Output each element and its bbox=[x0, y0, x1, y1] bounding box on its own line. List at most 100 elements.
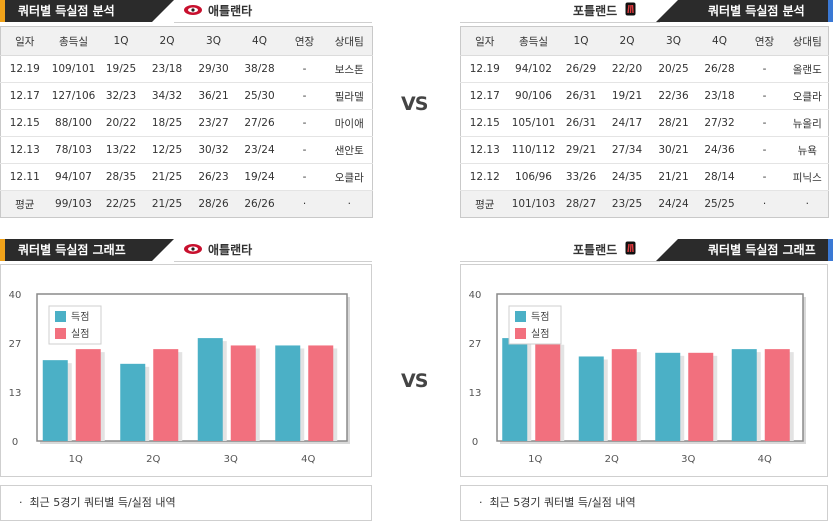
table-cell: 26/26 bbox=[236, 190, 283, 218]
table-cell: 105/101 bbox=[508, 109, 559, 137]
table-header-row: 일자 총득실 1Q 2Q 3Q 4Q 연장 상대팀 bbox=[0, 26, 373, 56]
legend-swatch bbox=[515, 328, 526, 339]
column-header: 상대팀 bbox=[326, 26, 373, 56]
legend-label: 득점 bbox=[71, 311, 89, 323]
table-cell: 27/26 bbox=[236, 109, 283, 137]
table-cell: 94/107 bbox=[48, 163, 99, 191]
table-cell: 13/22 bbox=[98, 136, 144, 164]
bar-scored bbox=[655, 352, 681, 441]
table-cell: 24/36 bbox=[696, 136, 743, 164]
x-tick-label: 4Q bbox=[758, 454, 772, 465]
table-row: 12.17 127/106 32/23 34/32 36/21 25/30- 필라델 bbox=[0, 82, 373, 110]
table-cell: 26/31 bbox=[558, 109, 604, 137]
table-cell: 12.17 bbox=[0, 82, 49, 110]
column-header: 1Q bbox=[98, 26, 144, 56]
table-row: 12.19 94/102 26/29 22/20 20/25 26/28- 올랜도 bbox=[460, 55, 829, 83]
right-chart-team: 포틀랜드 bbox=[573, 239, 636, 262]
table-cell: 평균 bbox=[460, 190, 509, 218]
hawks-logo-icon bbox=[183, 240, 203, 262]
legend-label: 실점 bbox=[531, 328, 549, 340]
table-cell: 뉴욕 bbox=[786, 136, 829, 164]
table-row: 12.13 110/112 29/21 27/34 30/21 24/36- 뉴욕 bbox=[460, 136, 829, 164]
x-tick-label: 3Q bbox=[681, 454, 695, 465]
right-chart-title: 쿼터별 득실점 그래프 bbox=[708, 243, 816, 257]
column-header: 연장 bbox=[742, 26, 787, 56]
table-cell: - bbox=[282, 163, 327, 191]
table-cell: 36/21 bbox=[190, 82, 237, 110]
table-cell: 23/27 bbox=[190, 109, 237, 137]
table-cell: 12.11 bbox=[0, 163, 49, 191]
table-cell: 20/25 bbox=[650, 55, 697, 83]
table-cell: 109/101 bbox=[48, 55, 99, 83]
left-chart-note-panel: · 최근 5경기 쿼터별 득/실점 내역 bbox=[0, 485, 372, 521]
table-cell: 12.15 bbox=[460, 109, 509, 137]
x-tick-label: 3Q bbox=[224, 454, 238, 465]
right-chart-note-panel: · 최근 5경기 쿼터별 득/실점 내역 bbox=[460, 485, 828, 521]
column-header: 2Q bbox=[603, 26, 651, 56]
table-cell: 19/21 bbox=[603, 82, 651, 110]
table-cell: 오클라 bbox=[326, 163, 373, 191]
left-chart-note: 최근 5경기 쿼터별 득/실점 내역 bbox=[29, 496, 176, 509]
legend-swatch bbox=[55, 311, 66, 322]
table-cell: 21/25 bbox=[143, 163, 191, 191]
column-header: 연장 bbox=[282, 26, 327, 56]
bar-conceded bbox=[153, 349, 179, 441]
column-header: 상대팀 bbox=[786, 26, 829, 56]
table-cell: 12.13 bbox=[0, 136, 49, 164]
left-chart-title-bar: 쿼터별 득실점 그래프 bbox=[0, 239, 174, 261]
left-table-title-bar: 쿼터별 득실점 분석 bbox=[0, 0, 174, 22]
column-header: 총득실 bbox=[508, 26, 559, 56]
right-chart-panel: 0 13 27 40 1Q 2Q 3Q 4Q 득점 실점 bbox=[460, 264, 828, 477]
table-cell: 마이애 bbox=[326, 109, 373, 137]
table-cell: 12.12 bbox=[460, 163, 509, 191]
table-cell: 38/28 bbox=[236, 55, 283, 83]
left-chart-underline bbox=[174, 261, 372, 262]
table-cell: 32/23 bbox=[98, 82, 144, 110]
table-cell: 90/106 bbox=[508, 82, 559, 110]
table-cell: - bbox=[742, 136, 787, 164]
table-cell: - bbox=[282, 82, 327, 110]
average-row: 평균 99/103 22/25 21/25 28/26 26/26 · · bbox=[0, 190, 373, 218]
table-cell: 12.19 bbox=[0, 55, 49, 83]
table-cell: 20/22 bbox=[98, 109, 144, 137]
table-cell: 12.17 bbox=[460, 82, 509, 110]
bar-conceded bbox=[764, 349, 790, 441]
table-cell: 12.15 bbox=[0, 109, 49, 137]
table-cell: 88/100 bbox=[48, 109, 99, 137]
average-row: 평균 101/103 28/27 23/25 24/24 25/25 · · bbox=[460, 190, 829, 218]
y-tick-label: 40 bbox=[469, 290, 482, 301]
table-cell: 22/20 bbox=[603, 55, 651, 83]
table-cell: 23/18 bbox=[696, 82, 743, 110]
hawks-logo-icon bbox=[183, 1, 203, 23]
table-cell: - bbox=[282, 109, 327, 137]
left-stats-table: 일자 총득실 1Q 2Q 3Q 4Q 연장 상대팀 12.19 109/101 19/25 23/1… bbox=[0, 26, 373, 218]
right-chart-underline bbox=[460, 261, 660, 262]
column-header: 일자 bbox=[0, 26, 49, 56]
legend-label: 실점 bbox=[71, 328, 89, 340]
table-cell: 18/25 bbox=[143, 109, 191, 137]
table-cell: 평균 bbox=[0, 190, 49, 218]
table-cell: 24/17 bbox=[603, 109, 651, 137]
blazers-logo-icon bbox=[625, 240, 636, 262]
y-tick-label: 13 bbox=[469, 388, 482, 399]
table-cell: 26/23 bbox=[190, 163, 237, 191]
column-header: 3Q bbox=[650, 26, 697, 56]
vs-label-bottom: VS bbox=[401, 370, 428, 392]
table-cell: 21/25 bbox=[143, 190, 191, 218]
column-header: 4Q bbox=[696, 26, 743, 56]
table-cell: 필라델 bbox=[326, 82, 373, 110]
table-cell: 28/27 bbox=[558, 190, 604, 218]
x-tick-label: 1Q bbox=[69, 454, 83, 465]
table-cell: 28/26 bbox=[190, 190, 237, 218]
table-cell: 28/14 bbox=[696, 163, 743, 191]
table-cell: 26/29 bbox=[558, 55, 604, 83]
table-cell: 127/106 bbox=[48, 82, 99, 110]
bar-conceded bbox=[308, 345, 334, 441]
table-cell: 뉴올리 bbox=[786, 109, 829, 137]
table-cell: 26/31 bbox=[558, 82, 604, 110]
table-cell: 12/25 bbox=[143, 136, 191, 164]
table-cell: 28/21 bbox=[650, 109, 697, 137]
y-tick-label: 27 bbox=[469, 339, 482, 350]
table-cell: 12.19 bbox=[460, 55, 509, 83]
